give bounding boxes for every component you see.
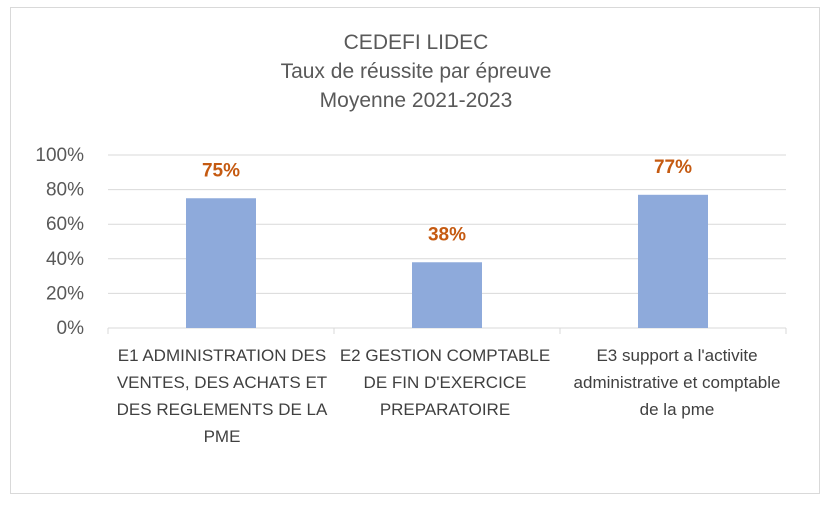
chart-title-line-3: Moyenne 2021-2023 (319, 89, 513, 112)
x-tick-label-e2: E2 GESTION COMPTABLE DE FIN D'EXERCICE P… (339, 346, 551, 419)
y-tick-label-0: 0% (57, 318, 85, 339)
x-tick-label-e3: E3 support a l'activite administrative e… (573, 346, 781, 419)
data-label-2: 38% (428, 224, 466, 245)
data-label-1: 75% (202, 160, 240, 181)
chart-title-line-2: Taux de réussite par épreuve (280, 60, 552, 83)
y-tick-label-40: 40% (46, 249, 84, 270)
y-tick-label-100: 100% (35, 145, 84, 166)
chart-title-line-1: CEDEFI LIDEC (343, 31, 489, 54)
bar-3 (638, 194, 708, 328)
chart-title: CEDEFI LIDEC Taux de réussite par épreuv… (0, 28, 832, 115)
y-tick-label-80: 80% (46, 180, 84, 201)
x-tick-label-e1: E1 ADMINISTRATION DES VENTES, DES ACHATS… (116, 346, 328, 446)
bar-1 (186, 198, 256, 328)
y-tick-label-20: 20% (46, 283, 84, 304)
data-label-3: 77% (654, 157, 692, 178)
bar-2 (412, 262, 482, 328)
y-tick-label-60: 60% (46, 214, 84, 235)
